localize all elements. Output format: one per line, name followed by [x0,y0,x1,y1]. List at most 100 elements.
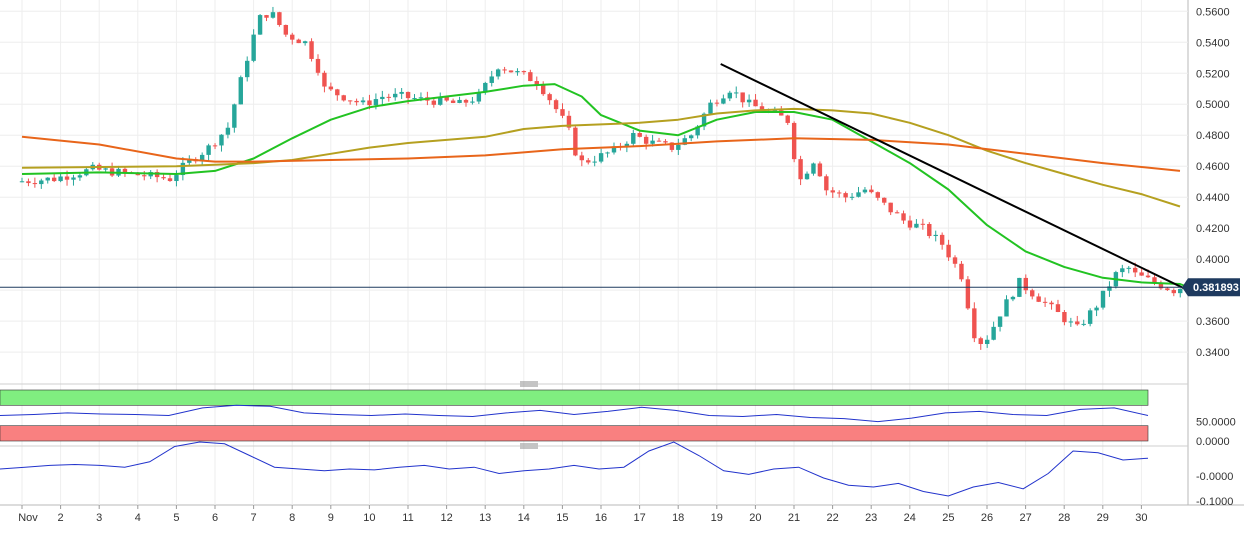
time-axis: Nov 2 3 4 5 6 7 8 9 10 11 12 13 14 15 16 17 18 19 20 21 22 23 2… [18,505,1148,524]
candle-up [393,93,398,98]
candle-down [791,122,797,160]
candle-down [431,100,437,105]
candle-down [277,12,282,25]
candle-up [199,154,205,162]
candle-down [309,41,314,59]
candle-down [296,39,301,44]
candle-down [283,24,289,35]
overbought-band [0,389,1149,406]
rsi-tick-label: 50.0000 [1196,417,1236,429]
candle-up [483,82,488,93]
candle-up [856,192,861,197]
last-price-value: 0.381893 [1193,282,1239,294]
candle-down [656,140,662,142]
candle-down [367,100,372,106]
time-tick-label: 15 [556,512,568,524]
candle-down [444,96,449,101]
candle-down [1030,290,1035,297]
candle-down [824,176,829,191]
time-tick-label: 10 [363,512,375,524]
time-tick-label: 30 [1135,512,1147,524]
candle-down [920,223,926,225]
pane-separator-2[interactable] [0,443,1188,449]
time-tick-label: 27 [1019,512,1031,524]
candle-down [579,155,585,161]
moving-average-line-1 [21,107,1181,208]
time-tick-label: 29 [1097,512,1109,524]
candle-up [598,153,604,162]
candle-down [502,69,507,71]
candle-down [386,96,391,98]
candle-down [463,99,469,103]
candle-down [560,109,565,116]
candle-up [380,96,385,100]
candle-down [1062,312,1067,323]
last-price-tag [1182,278,1240,297]
candle-down [553,100,559,110]
candle-down [946,244,951,258]
oversold-band [0,425,1149,442]
candle-down [869,189,874,193]
rsi-tick-label: 0.0000 [1196,436,1230,448]
candle-down [264,15,269,18]
candle-up [746,99,752,103]
time-tick-label: 22 [826,512,838,524]
time-tick-label: 23 [865,512,877,524]
rsi-line [0,404,1149,423]
price-tick-label: 0.3600 [1196,316,1230,328]
candle-down [1139,272,1144,276]
moving-average-line-0 [21,83,1189,288]
last-price-marker: 0.381893 [0,278,1240,297]
candle-down [341,95,346,101]
candle-down [547,94,552,101]
time-tick-label: 20 [749,512,761,524]
candle-up [238,77,243,105]
candle-up [495,69,501,77]
time-tick-label: 25 [942,512,954,524]
pane-separator-1[interactable] [0,381,1188,387]
time-tick-label: 8 [289,512,295,524]
time-tick-label: 2 [58,512,64,524]
candle-down [1049,302,1054,305]
oscillator-tick-label: -0.0000 [1196,471,1233,483]
candle-up [1094,307,1099,311]
candle-down [663,141,668,143]
time-tick-label: 5 [173,512,179,524]
time-tick-label: 18 [672,512,684,524]
candle-up [470,101,475,103]
candle-down [290,34,295,40]
time-tick-label: 28 [1058,512,1070,524]
oscillator-line [0,441,1149,497]
candle-up [187,159,192,163]
candle-up [103,168,108,170]
candle-up [984,339,990,344]
price-tick-label: 0.3400 [1196,347,1230,359]
candle-down [521,71,527,73]
candle-up [302,41,308,44]
candle-up [605,152,610,154]
candle-up [624,143,630,147]
candle-down [669,142,675,150]
time-tick-label: 19 [711,512,723,524]
candle-down [1132,267,1138,273]
candle-up [734,92,739,94]
candle-down [1152,277,1157,283]
candle-down [836,192,842,194]
candle-up [489,76,494,83]
candle-up [933,234,938,237]
time-tick-label: Nov [18,512,38,524]
time-tick-label: 26 [981,512,993,524]
candle-up [650,140,655,144]
candle-up [1120,268,1125,273]
candle-down [894,212,900,214]
candle-down [354,100,359,103]
candle-down [643,136,649,144]
candle-up [1107,286,1112,291]
candle-down [830,190,835,193]
candle-down [508,70,514,73]
candle-up [360,100,366,103]
candle-up [1068,321,1074,323]
time-tick-label: 17 [633,512,645,524]
candle-up [71,177,76,180]
